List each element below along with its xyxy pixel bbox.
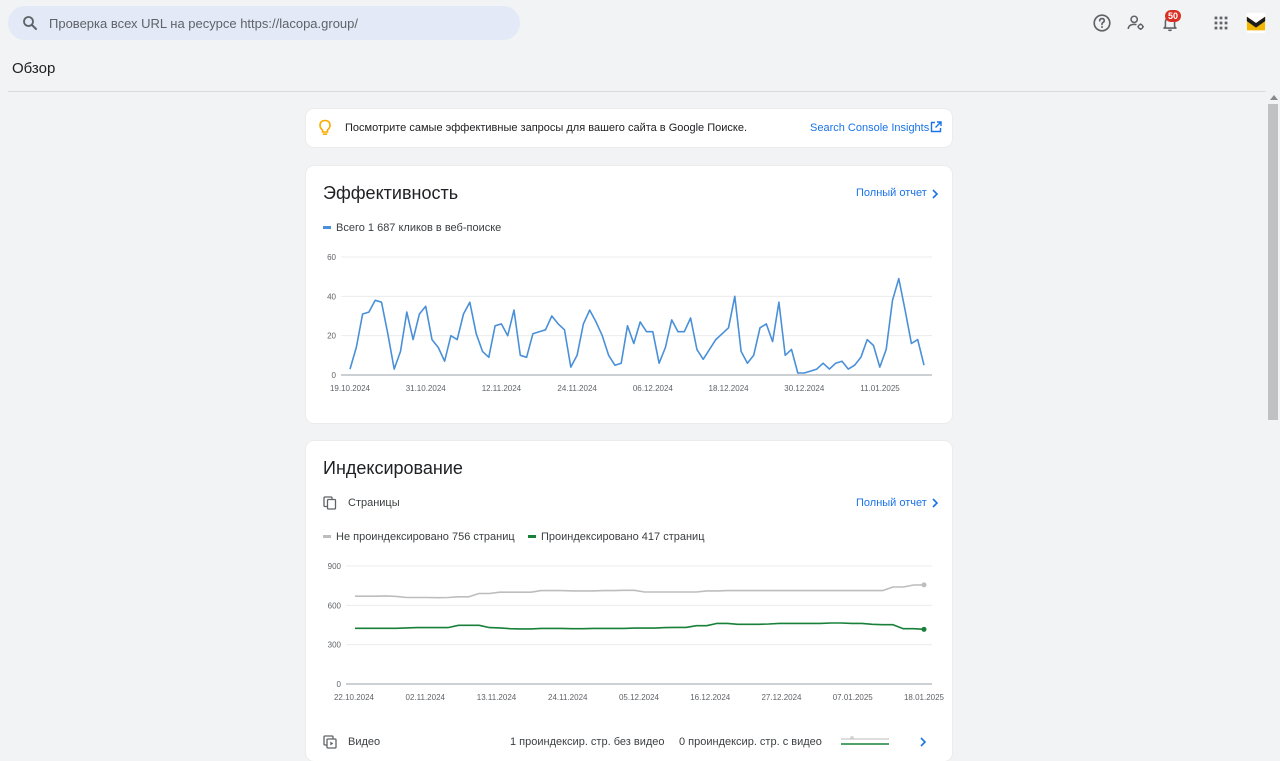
indexing-x-tick-label: 24.11.2024 bbox=[548, 693, 588, 702]
chevron-right-icon[interactable] bbox=[931, 189, 939, 199]
indexing-full-report-link[interactable]: Полный отчет bbox=[856, 497, 927, 509]
indexing-y-tick-label: 0 bbox=[337, 680, 342, 689]
video-without-count: 1 проиндексир. стр. без видео bbox=[510, 736, 665, 748]
indexing-series-line-1 bbox=[355, 584, 925, 599]
account-settings-icon[interactable] bbox=[1125, 12, 1147, 34]
indexing-card: Индексирование Страницы Полный отчет Не … bbox=[306, 441, 952, 761]
video-row[interactable]: Видео 1 проиндексир. стр. без видео 0 пр… bbox=[306, 734, 952, 754]
clicks-legend: Всего 1 687 кликов в веб-поиске bbox=[323, 222, 501, 234]
indexing-x-tick-label: 07.01.2025 bbox=[833, 693, 874, 702]
help-icon[interactable] bbox=[1091, 12, 1113, 34]
clicks-legend-swatch bbox=[323, 225, 331, 229]
video-label: Видео bbox=[348, 736, 381, 748]
not-indexed-label: Не проиндексировано 756 страниц bbox=[336, 531, 515, 543]
insights-tip-card: Посмотрите самые эффективные запросы для… bbox=[306, 109, 952, 147]
clicks-x-tick-label: 11.01.2025 bbox=[860, 384, 900, 393]
chevron-right-icon[interactable] bbox=[919, 737, 927, 747]
clicks-chart: 0 20 40 60 19.10.2024 31.10.2024 12.11.2024 24.… bbox=[327, 253, 932, 393]
indexing-series-end-point-1 bbox=[921, 582, 927, 588]
clicks-y-tick-label: 20 bbox=[327, 332, 336, 341]
clicks-y-tick-label: 0 bbox=[332, 371, 337, 380]
indexing-y-tick-label: 900 bbox=[328, 562, 342, 571]
clicks-x-tick-label: 31.10.2024 bbox=[406, 384, 447, 393]
lightbulb-icon bbox=[319, 119, 331, 135]
apps-grid-icon[interactable] bbox=[1210, 12, 1232, 34]
indexed-swatch bbox=[528, 534, 536, 538]
not-indexed-legend: Не проиндексировано 756 страниц bbox=[323, 531, 515, 543]
clicks-x-tick-label: 18.12.2024 bbox=[709, 384, 750, 393]
video-sparkline bbox=[841, 736, 889, 745]
indexing-series-line-2 bbox=[355, 622, 925, 631]
clicks-legend-label: Всего 1 687 кликов в веб-поиске bbox=[336, 222, 502, 234]
search-icon bbox=[23, 16, 37, 30]
pages-icon bbox=[323, 496, 337, 510]
account-avatar[interactable] bbox=[1245, 12, 1267, 34]
clicks-y-tick-label: 60 bbox=[327, 253, 336, 262]
search-input[interactable]: Проверка всех URL на ресурсе https://lac… bbox=[8, 6, 520, 40]
tip-text: Посмотрите самые эффективные запросы для… bbox=[345, 122, 748, 134]
indexing-y-tick-label: 600 bbox=[328, 601, 342, 610]
video-icon bbox=[323, 735, 337, 749]
performance-full-report-link[interactable]: Полный отчет bbox=[856, 187, 927, 199]
indexed-label: Проиндексировано 417 страниц bbox=[541, 531, 705, 543]
indexing-x-tick-label: 13.11.2024 bbox=[477, 693, 517, 702]
scrollbar-thumb[interactable] bbox=[1268, 104, 1278, 420]
indexing-x-tick-label: 16.12.2024 bbox=[690, 693, 731, 702]
pages-label: Страницы bbox=[348, 497, 400, 509]
indexing-x-tick-label: 27.12.2024 bbox=[761, 693, 802, 702]
clicks-x-tick-label: 24.11.2024 bbox=[557, 384, 597, 393]
clicks-x-tick-label: 06.12.2024 bbox=[633, 384, 674, 393]
performance-card: Эффективность Полный отчет Всего 1 687 к… bbox=[306, 166, 952, 423]
indexing-title: Индексирование bbox=[323, 458, 463, 478]
indexing-x-tick-label: 05.12.2024 bbox=[619, 693, 660, 702]
clicks-y-tick-label: 40 bbox=[327, 292, 336, 301]
indexing-x-tick-label: 02.11.2024 bbox=[406, 693, 446, 702]
clicks-x-tick-label: 19.10.2024 bbox=[330, 384, 371, 393]
search-console-insights-link[interactable]: Search Console Insights bbox=[810, 122, 930, 134]
top-bar: Проверка всех URL на ресурсе https://lac… bbox=[0, 0, 1280, 46]
not-indexed-swatch bbox=[323, 534, 331, 538]
scroll-up-arrow[interactable] bbox=[1270, 95, 1278, 100]
indexing-x-tick-label: 22.10.2024 bbox=[334, 693, 375, 702]
indexing-y-tick-label: 300 bbox=[328, 641, 342, 650]
indexing-series-end-point-2 bbox=[921, 626, 927, 632]
clicks-series-line-1 bbox=[349, 277, 925, 374]
search-placeholder: Проверка всех URL на ресурсе https://lac… bbox=[49, 16, 358, 31]
notifications-badge: 50 bbox=[1165, 10, 1182, 22]
clicks-x-tick-label: 12.11.2024 bbox=[482, 384, 522, 393]
performance-title: Эффективность bbox=[323, 183, 459, 203]
indexing-chart: 0 300 600 900 22.10.2024 02.11.2024 13.11.2024… bbox=[328, 562, 945, 702]
indexed-legend: Проиндексировано 417 страниц bbox=[528, 531, 705, 543]
video-with-count: 0 проиндексир. стр. с видео bbox=[679, 736, 822, 748]
header-divider bbox=[8, 91, 1266, 92]
external-link-icon[interactable] bbox=[930, 121, 942, 133]
chevron-right-icon[interactable] bbox=[931, 498, 939, 508]
page-title: Обзор bbox=[12, 60, 56, 77]
clicks-x-tick-label: 30.12.2024 bbox=[784, 384, 825, 393]
indexing-x-tick-label: 18.01.2025 bbox=[904, 693, 945, 702]
